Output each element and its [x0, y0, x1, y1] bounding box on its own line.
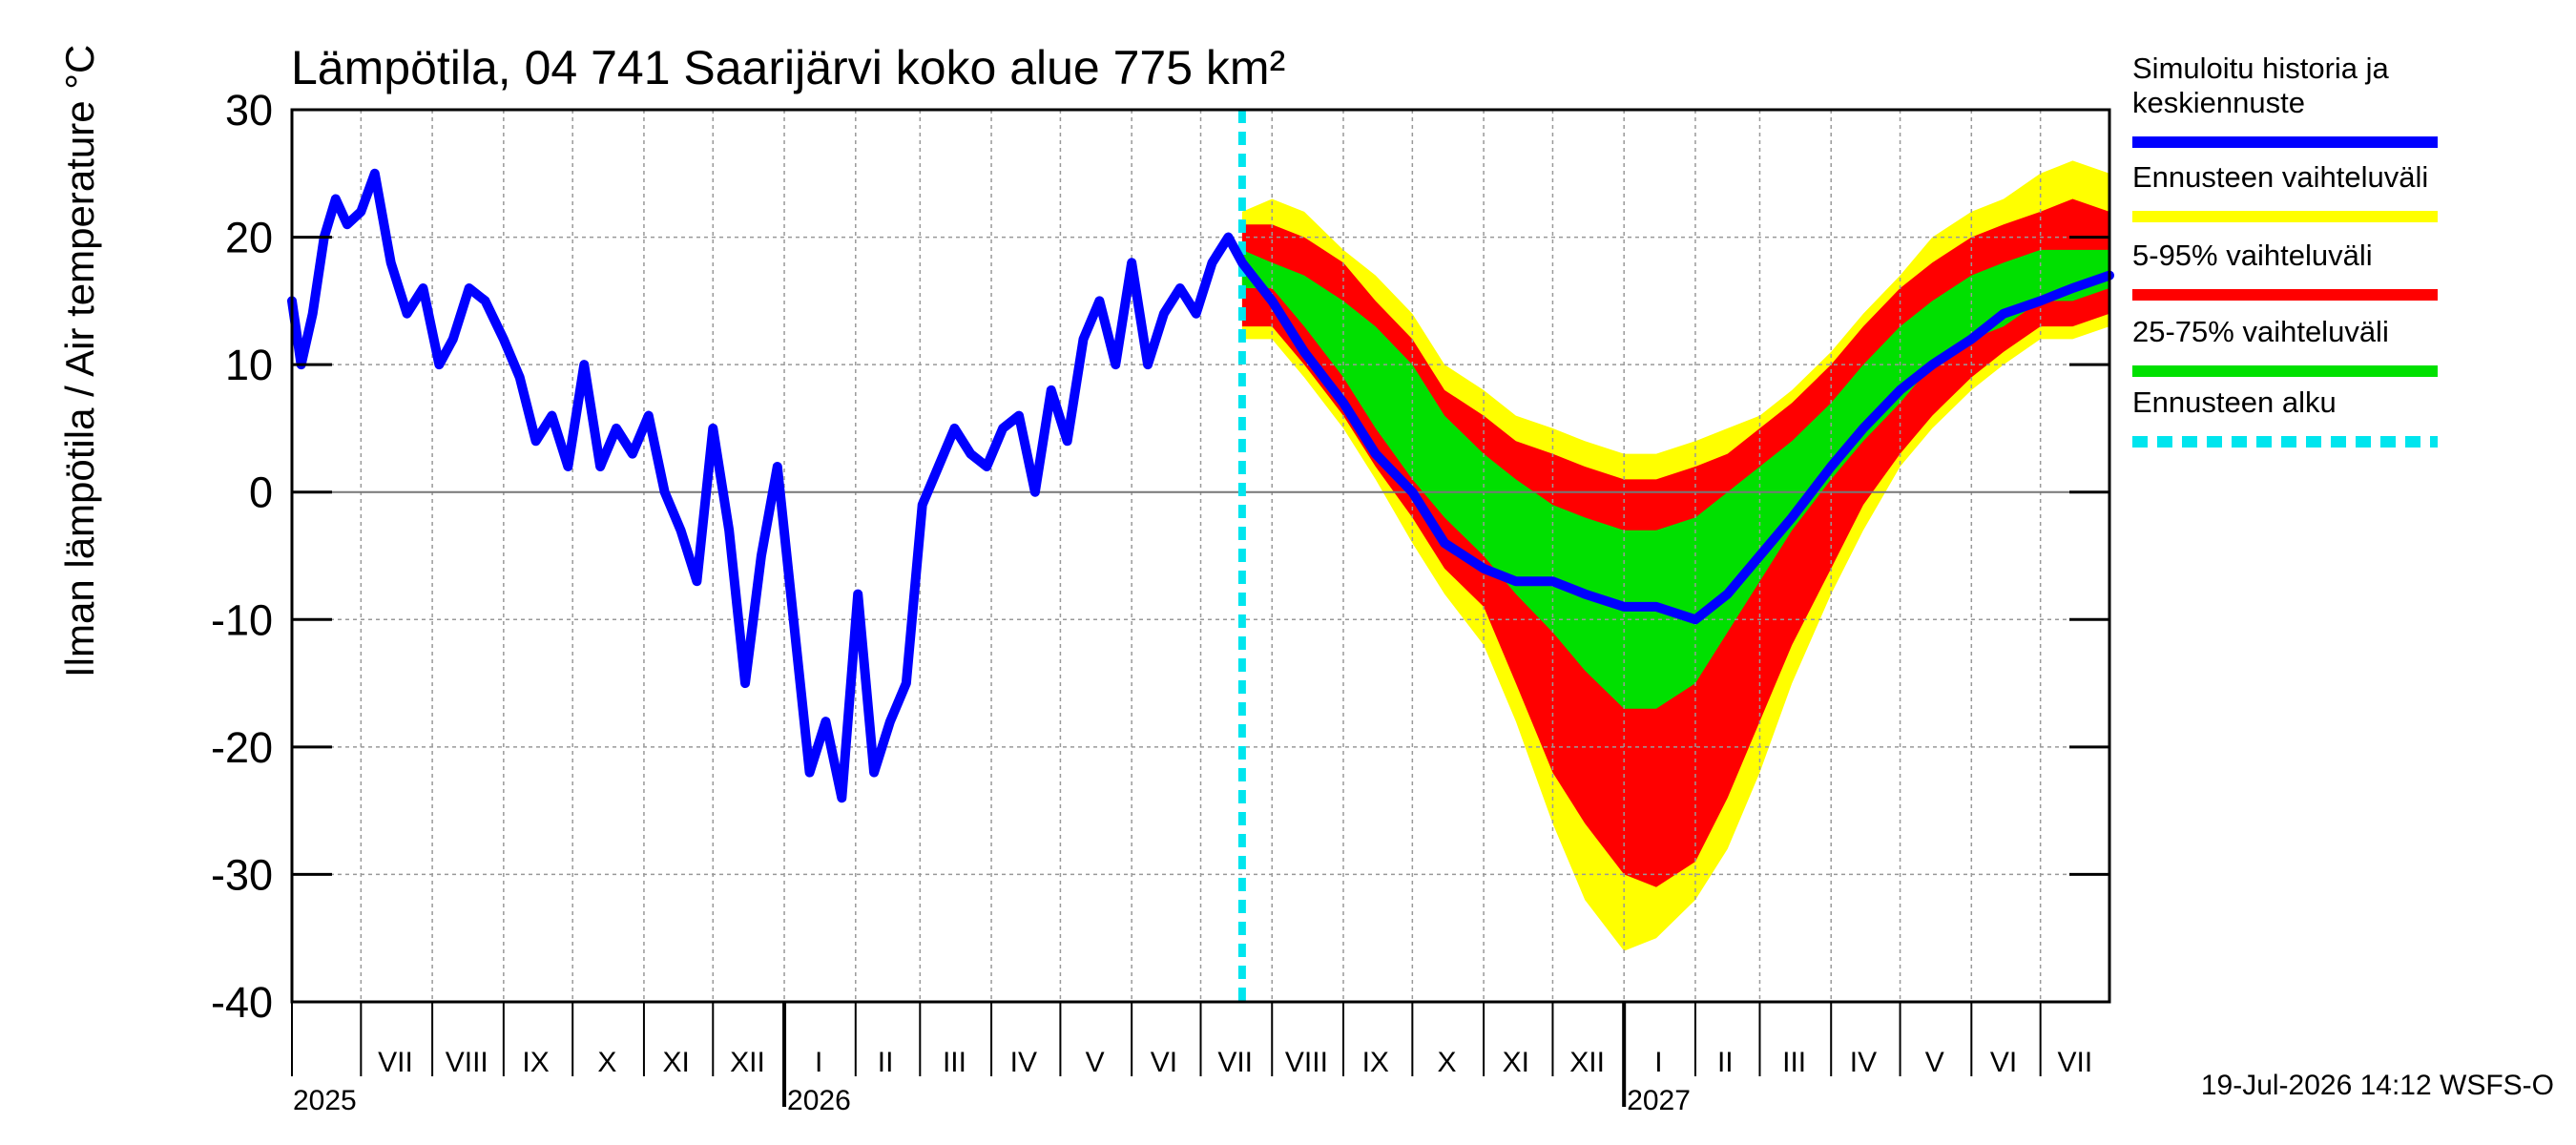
x-tick-label: X — [597, 1047, 616, 1078]
x-tick-label: X — [1438, 1047, 1457, 1078]
y-tick-label: -10 — [211, 595, 273, 644]
x-tick-label: III — [943, 1047, 966, 1078]
forecast-bands — [1241, 160, 2109, 951]
legend: Simuloitu historia ja keskiennuste Ennuste… — [2132, 52, 2438, 448]
year-label: 2026 — [787, 1085, 851, 1116]
x-tick-label: IV — [1010, 1047, 1037, 1078]
x-tick-label: II — [1717, 1047, 1734, 1078]
y-tick-label: 10 — [225, 341, 273, 389]
legend-label: Ennusteen alku — [2132, 385, 2337, 419]
legend-label: Simuloitu historia ja keskiennuste — [2132, 52, 2390, 119]
x-tick-label: VII — [1217, 1047, 1253, 1078]
y-tick-label: 20 — [225, 214, 273, 262]
legend-label: 5-95% vaihteluväli — [2132, 239, 2373, 272]
y-tick-label: -20 — [211, 723, 273, 772]
x-tick-label: XI — [1503, 1047, 1529, 1078]
y-tick-label: -40 — [211, 978, 273, 1027]
x-tick-label: VII — [378, 1047, 413, 1078]
x-tick-label: II — [878, 1047, 894, 1078]
x-tick-label: V — [1086, 1047, 1105, 1078]
x-tick-label: IV — [1850, 1047, 1877, 1078]
x-tick-label: XI — [663, 1047, 690, 1078]
x-tick-label: XII — [1569, 1047, 1605, 1078]
x-tick-label: VI — [1990, 1047, 2017, 1078]
x-tick-label: IX — [1362, 1047, 1389, 1078]
y-axis-label: Ilman lämpötila / Air temperature °C — [57, 45, 102, 677]
y-tick-label: -30 — [211, 850, 273, 899]
year-label: 2025 — [293, 1085, 357, 1116]
x-tick-label: I — [1654, 1047, 1662, 1078]
legend-label: 25-75% vaihteluväli — [2132, 315, 2389, 348]
x-tick-label: VIII — [446, 1047, 488, 1078]
year-label: 2027 — [1627, 1085, 1691, 1116]
chart-title: Lämpötila, 04 741 Saarijärvi koko alue 7… — [291, 41, 1285, 94]
legend-label: Ennusteen vaihteluväli — [2132, 160, 2428, 194]
x-tick-label: III — [1782, 1047, 1806, 1078]
x-tick-label: V — [1925, 1047, 1944, 1078]
x-tick-label: VI — [1151, 1047, 1177, 1078]
y-tick-label: 30 — [225, 86, 273, 135]
timestamp: 19-Jul-2026 14:12 WSFS-O — [2201, 1070, 2554, 1101]
x-tick-label: I — [815, 1047, 822, 1078]
y-tick-label: 0 — [249, 468, 273, 517]
band-green — [1241, 249, 2109, 709]
x-tick-label: VII — [2057, 1047, 2092, 1078]
series-mean-line — [287, 168, 2114, 803]
x-tick-label: VIII — [1285, 1047, 1328, 1078]
x-tick-label: IX — [522, 1047, 549, 1078]
mean-line — [287, 110, 2114, 1002]
x-tick-label: XII — [730, 1047, 765, 1078]
